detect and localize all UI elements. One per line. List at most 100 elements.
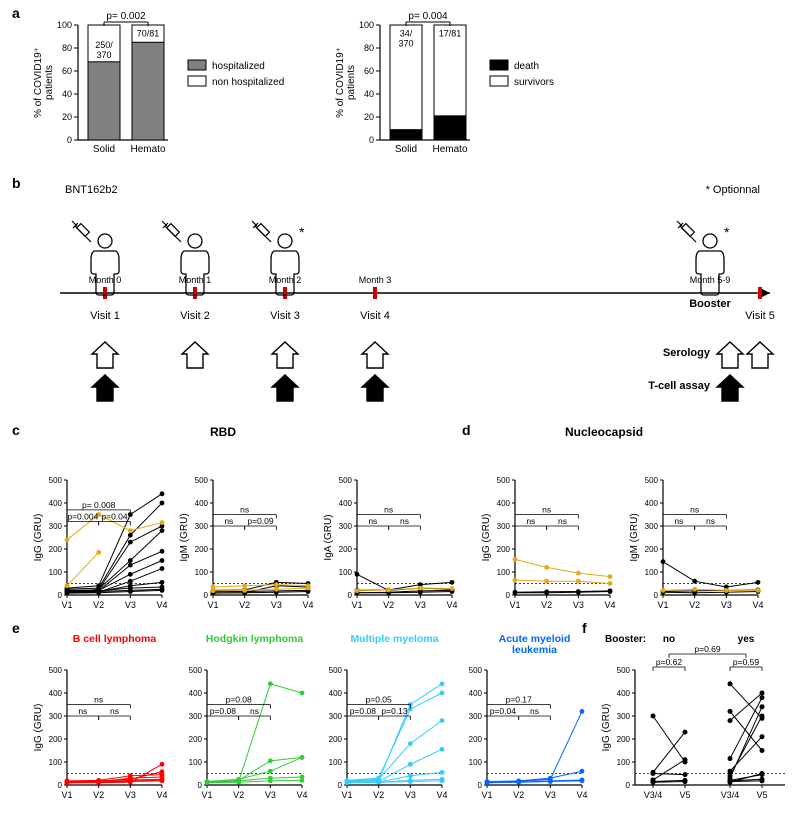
svg-text:V4: V4 <box>296 790 307 800</box>
svg-text:100: 100 <box>189 758 203 767</box>
svg-text:200: 200 <box>497 545 511 554</box>
panel-b-timeline: BNT162b2* OptionnalMonth 0Visit 1Month 1… <box>20 178 790 413</box>
svg-text:200: 200 <box>195 545 209 554</box>
svg-text:non hospitalized: non hospitalized <box>212 77 284 88</box>
svg-text:400: 400 <box>469 689 483 698</box>
svg-text:200: 200 <box>645 545 659 554</box>
svg-text:ns: ns <box>110 706 119 716</box>
svg-text:ns: ns <box>526 516 535 526</box>
svg-text:V2: V2 <box>233 790 244 800</box>
svg-text:Multiple myeloma: Multiple myeloma <box>350 633 438 645</box>
svg-text:ns: ns <box>400 516 409 526</box>
svg-text:p=0.62: p=0.62 <box>656 657 683 667</box>
svg-text:*: * <box>299 224 305 240</box>
svg-text:V4: V4 <box>156 790 167 800</box>
svg-text:400: 400 <box>497 499 511 508</box>
panel-e-bcell: 0100200300400500IgG (GRU)V1V2V3V4nsnsnsB… <box>32 630 172 815</box>
svg-text:Hodgkin lymphoma: Hodgkin lymphoma <box>206 633 304 645</box>
svg-text:p= 0.008: p= 0.008 <box>82 500 116 510</box>
svg-text:p=0.09: p=0.09 <box>247 516 274 526</box>
svg-text:Booster: Booster <box>689 298 731 310</box>
svg-text:V5: V5 <box>756 790 767 800</box>
panel-d-header: Nucleocapsid <box>565 425 643 439</box>
svg-text:0: 0 <box>338 781 343 790</box>
svg-text:death: death <box>514 61 539 72</box>
svg-text:p=0.69: p=0.69 <box>694 644 721 654</box>
svg-text:500: 500 <box>645 476 659 485</box>
svg-text:Visit 4: Visit 4 <box>360 310 390 322</box>
svg-text:p= 0.004: p= 0.004 <box>408 11 448 22</box>
svg-text:100: 100 <box>57 20 72 30</box>
panel-e-label: e <box>12 620 20 636</box>
svg-text:100: 100 <box>329 758 343 767</box>
svg-text:V1: V1 <box>351 600 362 610</box>
svg-text:V1: V1 <box>481 790 492 800</box>
svg-text:ns: ns <box>78 706 87 716</box>
svg-text:V2: V2 <box>373 790 384 800</box>
svg-text:300: 300 <box>469 712 483 721</box>
panel-f-booster: 0100200300400500IgG (GRU)V3/4V5V3/4V5Boo… <box>600 630 795 815</box>
svg-text:80: 80 <box>364 43 374 53</box>
svg-text:70/81: 70/81 <box>137 29 160 39</box>
svg-text:Month 5-9: Month 5-9 <box>690 275 731 285</box>
svg-text:ns: ns <box>384 505 393 515</box>
svg-text:300: 300 <box>645 522 659 531</box>
svg-text:0: 0 <box>654 591 659 600</box>
figure: a b c d e f 020406080100% of COVID19⁺pat… <box>0 0 800 821</box>
svg-text:V4: V4 <box>446 600 457 610</box>
svg-text:p=0.08: p=0.08 <box>226 695 253 705</box>
svg-text:ns: ns <box>224 516 233 526</box>
svg-text:V3: V3 <box>545 790 556 800</box>
svg-text:V3: V3 <box>573 600 584 610</box>
svg-text:V3: V3 <box>415 600 426 610</box>
svg-text:500: 500 <box>195 476 209 485</box>
svg-text:100: 100 <box>617 758 631 767</box>
panel-d-label: d <box>462 422 471 438</box>
svg-text:p=0.04: p=0.04 <box>101 511 128 521</box>
svg-text:ns: ns <box>94 695 103 705</box>
svg-text:0: 0 <box>369 135 374 145</box>
svg-text:*: * <box>724 224 730 240</box>
svg-text:60: 60 <box>364 66 374 76</box>
svg-text:100: 100 <box>339 568 353 577</box>
svg-text:Solid: Solid <box>93 144 115 155</box>
svg-text:Visit 3: Visit 3 <box>270 310 300 322</box>
svg-text:V3: V3 <box>125 600 136 610</box>
svg-text:0: 0 <box>626 781 631 790</box>
svg-text:ns: ns <box>368 516 377 526</box>
svg-text:T-cell assay: T-cell assay <box>648 380 711 392</box>
svg-text:100: 100 <box>49 568 63 577</box>
svg-text:Booster:: Booster: <box>605 634 646 645</box>
svg-text:250/370: 250/370 <box>95 40 113 60</box>
svg-text:300: 300 <box>49 522 63 531</box>
svg-text:p=0.17: p=0.17 <box>506 695 533 705</box>
svg-text:100: 100 <box>497 568 511 577</box>
svg-text:0: 0 <box>348 591 353 600</box>
svg-text:V1: V1 <box>657 600 668 610</box>
svg-text:IgG (GRU): IgG (GRU) <box>481 514 492 562</box>
svg-text:200: 200 <box>617 735 631 744</box>
svg-text:V3: V3 <box>271 600 282 610</box>
svg-text:500: 500 <box>497 476 511 485</box>
svg-text:p=0.004: p=0.004 <box>67 511 98 521</box>
panel-d-igM: 0100200300400500IgM (GRU)V1V2V3V4nsnsns <box>628 440 768 620</box>
svg-text:yes: yes <box>738 634 755 645</box>
svg-text:500: 500 <box>49 666 63 675</box>
svg-text:400: 400 <box>329 689 343 698</box>
svg-text:300: 300 <box>617 712 631 721</box>
svg-text:Visit 5: Visit 5 <box>745 310 775 322</box>
svg-text:Visit 2: Visit 2 <box>180 310 210 322</box>
svg-text:ns: ns <box>690 505 699 515</box>
svg-text:Hemato: Hemato <box>130 144 165 155</box>
svg-text:ns: ns <box>542 505 551 515</box>
svg-text:ns: ns <box>250 706 259 716</box>
svg-text:Solid: Solid <box>395 144 417 155</box>
svg-text:0: 0 <box>204 591 209 600</box>
svg-text:20: 20 <box>62 112 72 122</box>
svg-text:100: 100 <box>49 758 63 767</box>
svg-text:0: 0 <box>58 591 63 600</box>
svg-text:200: 200 <box>339 545 353 554</box>
svg-text:p=0.08: p=0.08 <box>210 706 237 716</box>
svg-text:500: 500 <box>189 666 203 675</box>
svg-text:p=0.08: p=0.08 <box>350 706 377 716</box>
